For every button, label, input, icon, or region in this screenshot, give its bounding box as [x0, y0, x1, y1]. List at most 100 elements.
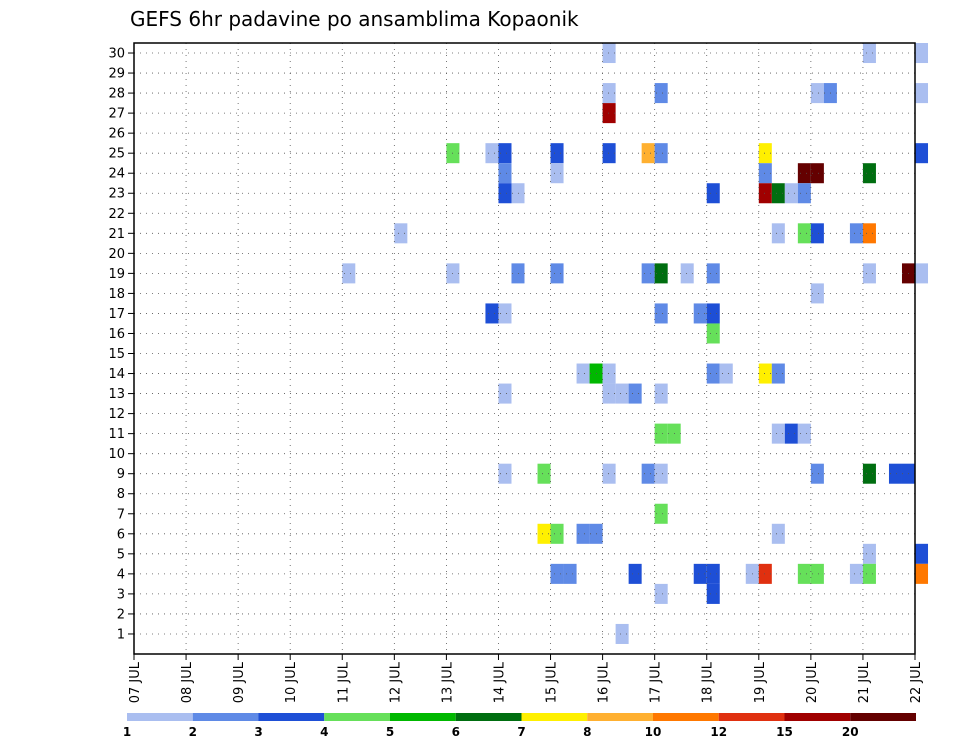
precip-cell-50 [498, 303, 512, 324]
precip-cell-66 [654, 383, 668, 404]
x-tick-label-12: 19 JUL [753, 661, 768, 703]
y-tick-label-21: 21 [108, 227, 125, 242]
y-tick-label-24: 24 [108, 167, 125, 182]
precip-cell-65 [628, 383, 642, 404]
precip-cell-67 [654, 423, 668, 444]
y-tick-label-28: 28 [108, 87, 125, 102]
precip-cell-44 [706, 263, 720, 284]
precip-cell-48 [810, 283, 824, 304]
grid-lines [134, 43, 915, 654]
precip-cell-61 [771, 363, 785, 384]
precip-cell-25 [511, 183, 525, 204]
colorbar-label-9: 12 [710, 725, 727, 739]
precip-cell-98 [849, 563, 863, 584]
x-tick-label-10: 17 JUL [649, 661, 664, 703]
colorbar-swatch-0 [127, 713, 193, 721]
y-axis: 1234567891011121314151617181920212223242… [108, 47, 134, 642]
precip-cell-26 [706, 183, 720, 204]
precip-cell-32 [771, 223, 785, 244]
y-tick-label-5: 5 [117, 547, 125, 562]
colorbar-label-0: 1 [123, 725, 131, 739]
y-tick-label-2: 2 [117, 607, 125, 622]
precip-cell-42 [654, 263, 668, 284]
precip-cell-52 [693, 303, 707, 324]
precip-cell-22 [810, 163, 824, 184]
colorbar-swatch-4 [390, 713, 456, 721]
precip-cell-81 [654, 503, 668, 524]
colorbar-swatch-2 [258, 713, 325, 721]
precip-cell-74 [602, 463, 616, 484]
precip-cell-36 [862, 223, 876, 244]
precip-cell-60 [758, 363, 772, 384]
precip-cell-71 [797, 423, 811, 444]
precip-cell-54 [706, 323, 720, 344]
precip-cell-78 [862, 463, 876, 484]
precip-cell-39 [511, 263, 525, 284]
colorbar-label-1: 2 [189, 725, 197, 739]
precip-cell-1 [862, 43, 876, 64]
precip-cell-76 [654, 463, 668, 484]
precip-cell-14 [641, 143, 655, 164]
precip-cell-84 [576, 523, 590, 544]
precip-cell-20 [758, 163, 772, 184]
x-tick-label-0: 07 JUL [128, 661, 143, 703]
colorbar-label-7: 8 [583, 725, 591, 739]
precip-cell-10 [485, 143, 499, 164]
y-tick-label-27: 27 [108, 107, 125, 122]
x-tick-label-9: 16 JUL [597, 661, 612, 703]
precip-cell-34 [810, 223, 824, 244]
precip-cell-79 [888, 463, 902, 484]
precip-cell-82 [537, 523, 551, 544]
precip-cell-11 [498, 143, 512, 164]
precip-cell-63 [602, 383, 616, 404]
y-tick-label-10: 10 [108, 447, 125, 462]
colorbar-label-6: 7 [517, 725, 525, 739]
precip-cell-24 [498, 183, 512, 204]
colorbar-label-2: 3 [254, 725, 262, 739]
colorbar-swatch-5 [455, 713, 522, 721]
precip-cell-70 [784, 423, 798, 444]
x-tick-label-1: 08 JUL [180, 661, 195, 703]
precip-cell-43 [680, 263, 694, 284]
precip-cell-83 [550, 523, 564, 544]
y-tick-label-29: 29 [108, 67, 125, 82]
colorbar-swatch-8 [653, 713, 719, 721]
colorbar-label-11: 20 [842, 725, 859, 739]
colorbar-swatch-7 [587, 713, 653, 721]
precip-cell-59 [719, 363, 733, 384]
y-tick-label-22: 22 [108, 207, 125, 222]
x-tick-label-13: 20 JUL [805, 661, 820, 703]
x-tick-label-6: 13 JUL [440, 661, 455, 703]
y-tick-label-30: 30 [108, 47, 125, 62]
precip-cell-57 [602, 363, 616, 384]
colorbar-label-10: 15 [776, 725, 793, 739]
y-tick-label-6: 6 [117, 527, 125, 542]
y-tick-label-12: 12 [108, 407, 125, 422]
precip-cell-12 [550, 143, 564, 164]
precip-cell-40 [550, 263, 564, 284]
y-tick-label-8: 8 [117, 487, 125, 502]
precip-cell-91 [628, 563, 642, 584]
precip-cell-87 [862, 543, 876, 564]
precip-cell-55 [576, 363, 590, 384]
y-tick-label-13: 13 [108, 387, 125, 402]
precip-cell-28 [771, 183, 785, 204]
precip-cell-47 [915, 263, 929, 284]
precip-cell-86 [771, 523, 785, 544]
y-tick-label-23: 23 [108, 187, 125, 202]
precip-cell-93 [706, 563, 720, 584]
precip-cell-2 [915, 43, 929, 64]
colorbar-swatch-11 [850, 713, 916, 721]
colorbar-label-8: 10 [645, 725, 662, 739]
precip-cell-17 [915, 143, 929, 164]
precip-cell-53 [706, 303, 720, 324]
y-tick-label-7: 7 [117, 507, 125, 522]
x-tick-label-3: 10 JUL [284, 661, 299, 703]
colorbar-swatch-6 [521, 713, 588, 721]
precip-cell-97 [810, 563, 824, 584]
colorbar-label-5: 6 [452, 725, 460, 739]
precip-cell-92 [693, 563, 707, 584]
y-tick-label-16: 16 [108, 327, 125, 342]
precip-cell-90 [563, 563, 577, 584]
precip-cell-7 [915, 83, 929, 104]
